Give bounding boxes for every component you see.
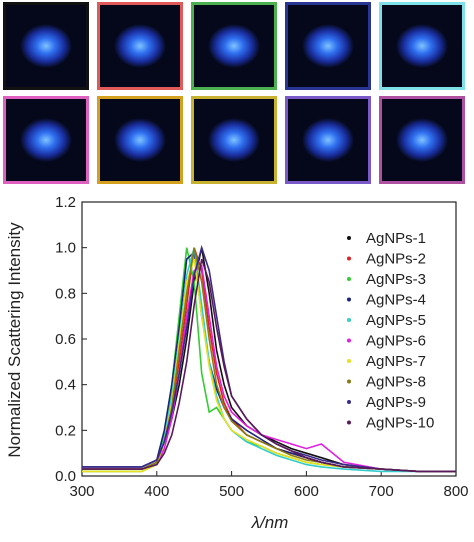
x-tick-label: 500: [219, 483, 244, 500]
particle-image: [191, 96, 277, 184]
y-axis-label: Normalized Scattering Intensity: [5, 222, 24, 458]
legend-label: AgNPs-9: [366, 394, 426, 411]
series-line: [82, 264, 456, 473]
particle-image: [3, 96, 89, 184]
legend-label: AgNPs-4: [366, 292, 426, 309]
legend-label: AgNPs-8: [366, 374, 426, 391]
legend-marker: [347, 359, 351, 363]
legend-label: AgNPs-7: [366, 353, 426, 370]
legend-marker: [347, 297, 351, 302]
particle-image: [379, 96, 465, 184]
y-tick-label: 0.0: [55, 468, 76, 485]
legend-label: AgNPs-5: [366, 312, 426, 329]
legend-marker: [347, 420, 351, 425]
legend-marker: [347, 338, 351, 343]
particle-image: [97, 96, 183, 184]
y-tick-label: 0.2: [55, 422, 76, 439]
particle-image: [191, 2, 277, 90]
legend-label: AgNPs-3: [366, 271, 426, 288]
series-line: [82, 258, 456, 473]
x-axis-label: λ/nm: [251, 513, 289, 532]
x-tick-label: 400: [144, 483, 169, 500]
particle-image: [3, 2, 89, 90]
particle-image: [285, 2, 371, 90]
x-tick-label: 700: [369, 483, 394, 500]
legend-label: AgNPs-6: [366, 333, 426, 350]
legend-marker: [347, 379, 351, 384]
y-tick-label: 0.6: [55, 331, 76, 348]
y-tick-label: 0.8: [55, 285, 76, 302]
legend-marker: [347, 256, 351, 261]
series-line: [82, 244, 456, 473]
legend-marker: [347, 400, 351, 404]
particle-image: [285, 96, 371, 184]
y-tick-label: 1.0: [55, 240, 76, 257]
x-tick-label: 800: [443, 483, 468, 500]
legend-label: AgNPs-1: [366, 230, 426, 247]
y-tick-label: 0.4: [55, 377, 76, 394]
particle-image: [97, 2, 183, 90]
legend-marker: [347, 236, 351, 240]
legend-marker: [347, 277, 351, 281]
x-tick-label: 300: [69, 483, 94, 500]
y-tick-label: 1.2: [55, 194, 76, 211]
legend-label: AgNPs-2: [366, 251, 426, 268]
legend-marker: [347, 318, 351, 322]
particle-image: [379, 2, 465, 90]
x-tick-label: 600: [294, 483, 319, 500]
legend-label: AgNPs-10: [366, 415, 434, 432]
